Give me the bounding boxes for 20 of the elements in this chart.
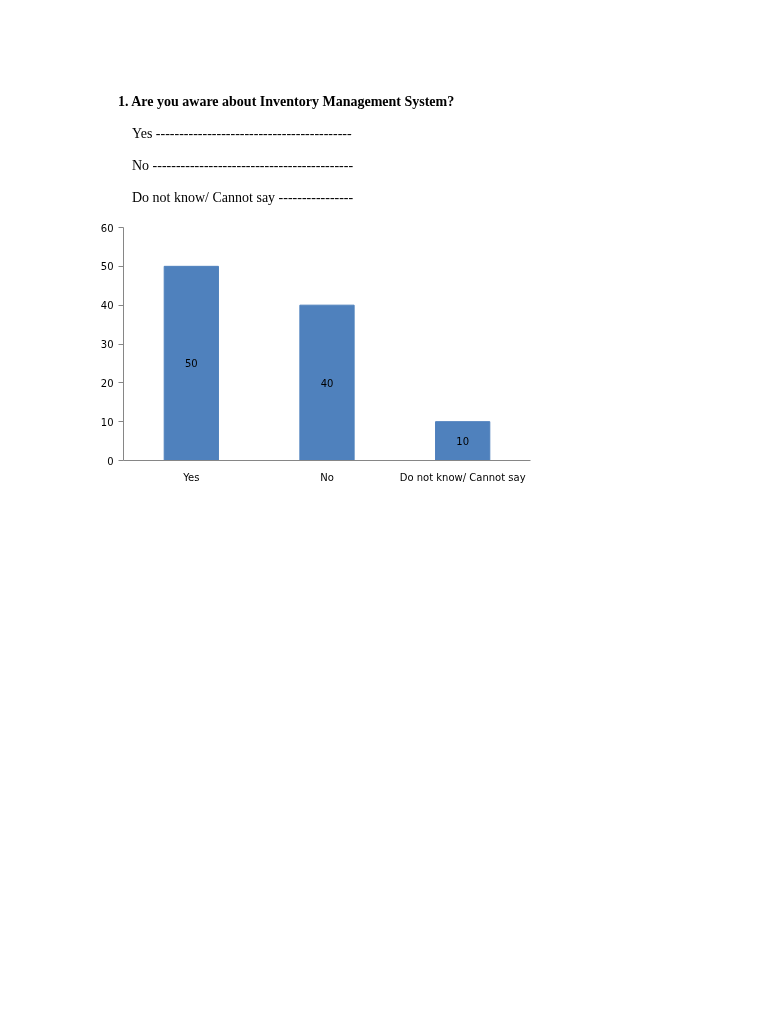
y-tick-label: 20 — [100, 377, 114, 389]
chart-title: 1. Are you aware about Inventory Management System? — [118, 93, 455, 111]
x-tick-label: Do not know/ Cannot say — [399, 471, 526, 483]
y-tick-label: 0 — [107, 455, 114, 467]
y-tick-label: 60 — [100, 222, 114, 234]
data-label: 10 — [456, 436, 470, 448]
bar — [299, 304, 355, 461]
bar — [435, 421, 491, 461]
x-tick-label: No — [320, 471, 334, 483]
text: Do not know/ Cannot say ---------------- — [132, 189, 354, 207]
x-tick-label: Yes — [182, 471, 200, 483]
text: Yes ------------------------------------------ — [132, 125, 352, 143]
y-tick-label: 40 — [100, 300, 114, 312]
data-label: 50 — [184, 358, 198, 370]
y-tick-label: 30 — [100, 339, 114, 350]
bar — [163, 265, 219, 461]
text: No ------------------------------------------- — [132, 157, 354, 175]
y-tick-label: 10 — [100, 416, 114, 428]
data-label: 40 — [320, 377, 334, 389]
y-tick-label: 50 — [100, 261, 114, 273]
